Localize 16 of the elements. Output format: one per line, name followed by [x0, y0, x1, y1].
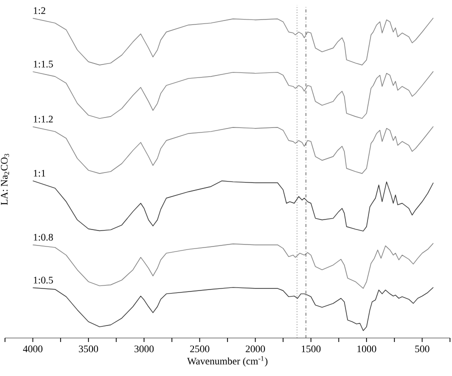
- x-tick-label: 3500: [78, 346, 98, 352]
- series-label: 1:1.5: [34, 60, 53, 68]
- x-tick-label: 3000: [134, 346, 154, 352]
- series-label: 1:0.8: [34, 234, 53, 241]
- x-tick-label: 2000: [246, 346, 265, 352]
- x-axis-title: Wavenumber (cm$^{-1}$): [187, 356, 268, 367]
- x-tick-label: 1500: [302, 346, 321, 352]
- x-tick-label: 4000: [23, 346, 42, 352]
- x-tick-label: 2500: [190, 346, 210, 352]
- x-tick-label: 1000: [357, 346, 376, 352]
- series-label: 1:2: [34, 7, 46, 14]
- y-axis-title: LA: Na$_{2}$CO$_{3}$: [0, 154, 10, 205]
- series-label: 1:1.2: [34, 116, 53, 123]
- x-tick-label: 500: [415, 346, 430, 352]
- series-label: 1:0.5: [34, 276, 53, 284]
- series-label: 1:1: [34, 170, 46, 177]
